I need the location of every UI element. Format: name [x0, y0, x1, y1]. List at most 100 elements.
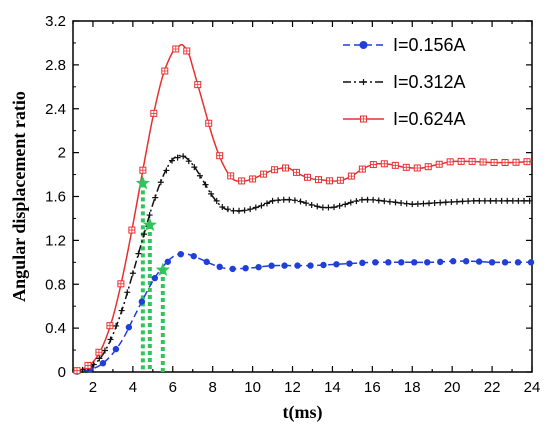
series-2-marker	[286, 196, 293, 203]
marker-cross	[95, 349, 102, 356]
annotation-stars	[135, 175, 170, 277]
series-1-marker	[151, 274, 159, 282]
series-3-marker	[314, 176, 322, 184]
series-2-marker	[101, 347, 108, 354]
series-1-marker	[112, 345, 120, 353]
series-3-marker	[106, 322, 114, 330]
series-2-marker	[275, 197, 282, 204]
series-2-marker	[280, 196, 287, 203]
x-tick-label: 20	[444, 379, 461, 396]
series-3-marker	[172, 45, 180, 53]
series-2-marker	[414, 200, 421, 207]
series-1-marker	[164, 258, 171, 265]
x-tick-label: 8	[209, 379, 217, 396]
x-tick-label: 18	[404, 379, 421, 396]
series-2-marker	[208, 190, 215, 197]
series-1-marker	[475, 258, 483, 265]
marker-cross	[128, 227, 135, 234]
marker-cross	[469, 158, 476, 165]
marker-cross	[161, 68, 168, 75]
y-tick-label: 0	[58, 364, 66, 381]
marker-cross	[326, 177, 333, 184]
marker-cross	[337, 177, 344, 184]
series-3-marker	[512, 158, 520, 166]
series-1-marker	[281, 262, 288, 269]
marker-cross	[414, 164, 421, 171]
series-3-marker	[161, 67, 169, 75]
series-3-marker	[128, 226, 136, 234]
marker-cross	[436, 161, 443, 168]
y-tick-label: 1.2	[45, 232, 66, 249]
series-2-marker	[437, 199, 444, 206]
y-tick-label: 0.8	[45, 276, 66, 293]
series-2-marker	[141, 231, 148, 238]
series-1-marker	[125, 324, 133, 331]
series-2-marker	[291, 197, 298, 204]
marker-cross	[73, 367, 80, 374]
series-2-marker	[325, 204, 332, 211]
series-2-marker	[347, 199, 354, 206]
marker-cross	[260, 171, 267, 178]
series-2-marker	[476, 197, 483, 204]
x-tick-label: 24	[524, 379, 541, 396]
series-1-marker	[501, 259, 509, 266]
green-star-marker	[155, 262, 170, 277]
legend-marker-dot	[359, 41, 368, 49]
y-tick-label: 2.4	[45, 101, 66, 118]
series-2-marker	[129, 270, 136, 277]
series-2-marker	[236, 207, 243, 214]
series-1-marker	[138, 298, 146, 305]
series-2-marker	[185, 158, 192, 165]
marker-cross	[172, 45, 179, 52]
series-1-marker	[203, 258, 210, 266]
legend: I=0.156A I=0.312A I=0.624A	[343, 35, 466, 129]
marker-cross	[392, 162, 399, 169]
series-2-marker	[107, 336, 114, 343]
series-3-marker	[293, 168, 301, 176]
series-1-marker	[333, 261, 340, 268]
y-tick-label: 1.6	[45, 189, 66, 206]
series-3-marker	[523, 158, 531, 166]
series-3-marker	[117, 280, 125, 288]
marker-cross	[480, 159, 487, 166]
legend-label-2: I=0.312A	[393, 72, 466, 92]
series-1-marker	[229, 265, 236, 273]
y-tick-label: 0.4	[45, 320, 66, 337]
series-2-marker	[269, 197, 276, 204]
series-3-marker	[84, 361, 92, 369]
series-2-marker	[426, 200, 433, 207]
x-axis-title: t(ms)	[283, 402, 323, 423]
x-tick-labels: 2 4 6 8 10 12 14 16 18 20 22 24	[89, 379, 541, 396]
series-2-marker	[515, 197, 522, 204]
x-tick-label: 22	[484, 379, 501, 396]
annotation-droplines	[140, 183, 165, 372]
series-1-marker	[488, 259, 496, 266]
y-tick-labels: 0 0.4 0.8 1.2 1.6 2 2.4 2.8 3.2	[45, 13, 66, 381]
series-2-marker	[191, 164, 198, 171]
series-2-marker	[79, 366, 86, 373]
series-line-1	[72, 252, 532, 373]
series-2-marker	[90, 361, 97, 368]
series-2-marker	[297, 198, 304, 205]
series-3-marker	[183, 47, 191, 55]
series-1-marker	[449, 258, 457, 265]
x-tick-label: 12	[284, 379, 301, 396]
series-3-marker	[303, 173, 311, 181]
y-axis-title: Angular displacement ratio	[9, 91, 29, 302]
series-3-marker	[336, 176, 344, 184]
series-1-marker	[216, 263, 223, 271]
y-tick-label: 2.8	[45, 57, 66, 74]
series-2-marker	[526, 197, 533, 204]
series-1-marker	[359, 259, 366, 267]
series-3-marker	[271, 166, 279, 174]
series-3-marker	[358, 165, 366, 173]
marker-cross	[216, 152, 223, 159]
series-2-marker	[252, 204, 259, 211]
series-3-marker	[435, 160, 443, 168]
series-1-marker	[527, 259, 535, 266]
series-1-marker	[190, 252, 197, 260]
series-2-marker	[303, 200, 310, 207]
marker-cross	[194, 81, 201, 88]
marker-cross	[524, 158, 531, 165]
